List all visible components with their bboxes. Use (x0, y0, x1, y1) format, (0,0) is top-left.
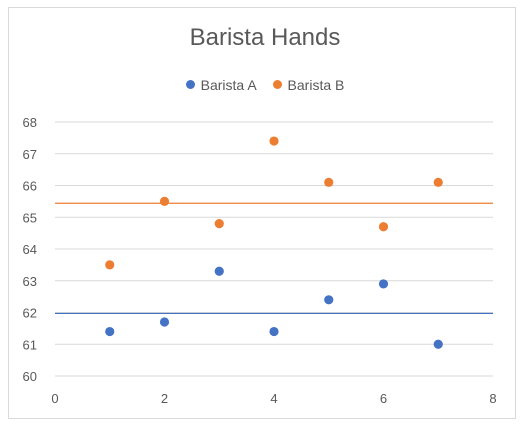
legend-item-series-a: Barista A (185, 76, 257, 93)
chart-title: Barista Hands (189, 24, 341, 51)
legend-marker-series-b (272, 80, 282, 89)
data-point-series-a (433, 339, 443, 349)
y-tick-label: 67 (23, 147, 37, 162)
data-point-series-a (378, 279, 389, 289)
y-tick-label: 62 (23, 306, 37, 321)
y-tick-label: 64 (23, 242, 37, 257)
y-tick-label: 66 (23, 179, 37, 194)
y-tick-label: 60 (23, 369, 37, 384)
legend-label-series-a: Barista A (200, 76, 257, 93)
y-tick-label: 63 (23, 274, 37, 289)
data-point-series-b (105, 260, 115, 270)
data-point-series-b (214, 219, 224, 229)
legend-label-series-b: Barista B (287, 76, 345, 93)
x-tick-label: 4 (270, 391, 277, 406)
data-point-series-b (324, 177, 334, 187)
x-tick-label: 6 (380, 391, 387, 406)
data-point-series-b (378, 222, 389, 232)
y-tick-label: 68 (23, 115, 37, 130)
y-tick-label: 61 (23, 337, 37, 352)
legend-item-series-b: Barista B (272, 76, 345, 93)
data-point-series-b (433, 177, 443, 187)
chart-legend: Barista A Barista B (0, 76, 530, 93)
data-point-series-a (214, 266, 224, 276)
data-point-series-b (269, 136, 279, 146)
data-point-series-a (324, 295, 334, 305)
x-tick-label: 8 (489, 391, 496, 406)
data-point-series-a (159, 317, 170, 327)
data-point-series-a (105, 326, 115, 337)
x-tick-label: 0 (51, 391, 58, 406)
legend-marker-series-a (185, 80, 195, 89)
y-tick-label: 65 (23, 210, 37, 225)
x-tick-label: 2 (161, 391, 168, 406)
data-point-series-a (269, 326, 279, 337)
chart-frame (8, 7, 516, 419)
data-point-series-b (159, 196, 170, 206)
